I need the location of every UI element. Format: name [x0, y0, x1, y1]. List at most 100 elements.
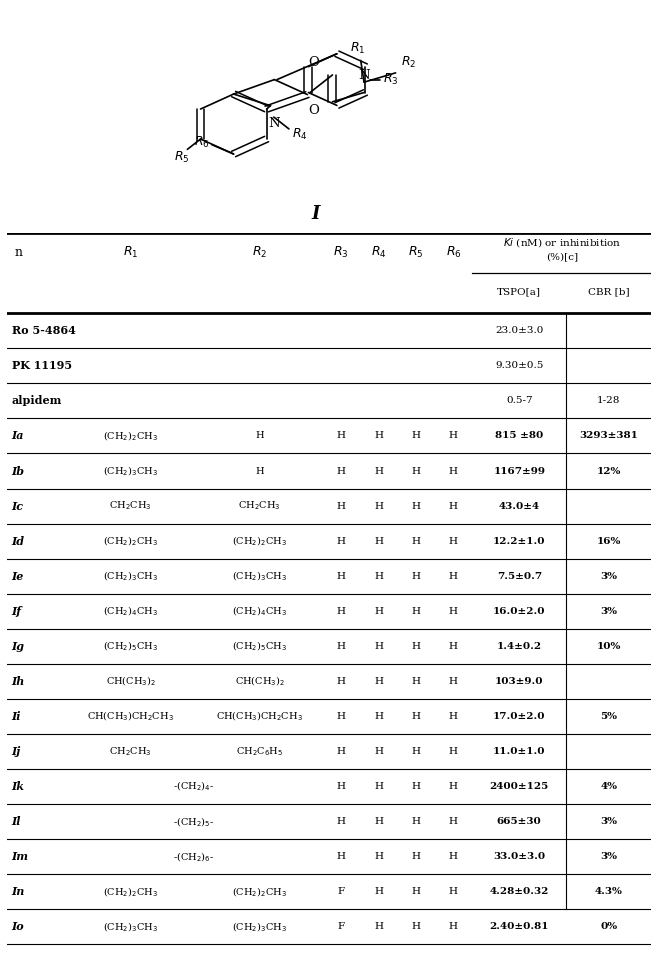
- Text: H: H: [255, 466, 264, 476]
- Text: O: O: [309, 56, 319, 69]
- Text: H: H: [374, 782, 383, 791]
- Text: CH$_2$C$_6$H$_5$: CH$_2$C$_6$H$_5$: [236, 745, 284, 758]
- Text: 1-28: 1-28: [597, 396, 620, 405]
- Text: H: H: [337, 502, 345, 511]
- Text: -(CH$_2$)$_4$-: -(CH$_2$)$_4$-: [173, 780, 215, 794]
- Text: 9.30±0.5: 9.30±0.5: [495, 361, 544, 370]
- Text: H: H: [449, 677, 458, 686]
- Text: H: H: [374, 712, 383, 721]
- Text: Ij: Ij: [12, 746, 21, 757]
- Text: H: H: [374, 922, 383, 931]
- Text: H: H: [449, 537, 458, 546]
- Text: H: H: [411, 922, 420, 931]
- Text: $Ki$ (nM) or inhinibition
(%)[c]: $Ki$ (nM) or inhinibition (%)[c]: [503, 236, 621, 261]
- Text: $R_4$: $R_4$: [371, 245, 386, 261]
- Text: 16.0±2.0: 16.0±2.0: [493, 607, 545, 616]
- Text: (CH$_2$)$_3$CH$_3$: (CH$_2$)$_3$CH$_3$: [232, 570, 287, 583]
- Text: 43.0±4: 43.0±4: [499, 502, 540, 511]
- Text: Ia: Ia: [12, 430, 24, 442]
- Text: Ic: Ic: [12, 501, 24, 512]
- Text: -(CH$_2$)$_6$-: -(CH$_2$)$_6$-: [173, 850, 215, 863]
- Text: CH$_2$CH$_3$: CH$_2$CH$_3$: [238, 500, 281, 513]
- Text: PK 11195: PK 11195: [12, 360, 72, 371]
- Text: Il: Il: [12, 816, 21, 828]
- Text: 12%: 12%: [597, 466, 621, 476]
- Text: H: H: [411, 782, 420, 791]
- Text: 17.0±2.0: 17.0±2.0: [493, 712, 545, 721]
- Text: (CH$_2$)$_3$CH$_3$: (CH$_2$)$_3$CH$_3$: [103, 921, 158, 934]
- Text: (CH$_2$)$_3$CH$_3$: (CH$_2$)$_3$CH$_3$: [232, 921, 287, 934]
- Text: 3%: 3%: [600, 817, 617, 827]
- Text: 23.0±3.0: 23.0±3.0: [495, 327, 544, 335]
- Text: H: H: [449, 572, 458, 580]
- Text: H: H: [374, 817, 383, 827]
- Text: CH$_2$CH$_3$: CH$_2$CH$_3$: [109, 745, 152, 758]
- Text: (CH$_2$)$_3$CH$_3$: (CH$_2$)$_3$CH$_3$: [103, 570, 158, 583]
- Text: (CH$_2$)$_5$CH$_3$: (CH$_2$)$_5$CH$_3$: [232, 640, 287, 653]
- Text: H: H: [449, 747, 458, 756]
- Text: Im: Im: [12, 852, 29, 862]
- Text: $R_6$: $R_6$: [193, 135, 209, 150]
- Text: F: F: [338, 888, 345, 896]
- Text: (CH$_2$)$_2$CH$_3$: (CH$_2$)$_2$CH$_3$: [232, 885, 287, 898]
- Text: $R_2$: $R_2$: [252, 245, 267, 261]
- Text: Ig: Ig: [12, 641, 25, 652]
- Text: H: H: [374, 537, 383, 546]
- Text: H: H: [374, 677, 383, 686]
- Text: (CH$_2$)$_2$CH$_3$: (CH$_2$)$_2$CH$_3$: [103, 885, 158, 898]
- Text: Ib: Ib: [12, 465, 25, 477]
- Text: H: H: [449, 607, 458, 616]
- Text: Io: Io: [12, 922, 24, 932]
- Text: CH$_2$CH$_3$: CH$_2$CH$_3$: [109, 500, 152, 513]
- Text: 16%: 16%: [597, 537, 621, 546]
- Text: H: H: [411, 677, 420, 686]
- Text: H: H: [449, 466, 458, 476]
- Text: TSPO[a]: TSPO[a]: [497, 288, 542, 297]
- Text: H: H: [337, 431, 345, 441]
- Text: 0.5-7: 0.5-7: [506, 396, 532, 405]
- Text: 815 ±80: 815 ±80: [495, 431, 544, 441]
- Text: H: H: [449, 888, 458, 896]
- Text: alpidem: alpidem: [12, 395, 62, 406]
- Text: H: H: [449, 641, 458, 651]
- Text: 0%: 0%: [600, 922, 617, 931]
- Text: If: If: [12, 606, 22, 617]
- Text: Id: Id: [12, 536, 25, 547]
- Text: H: H: [449, 817, 458, 827]
- Text: (CH$_2$)$_5$CH$_3$: (CH$_2$)$_5$CH$_3$: [103, 640, 158, 653]
- Text: (CH$_2$)$_2$CH$_3$: (CH$_2$)$_2$CH$_3$: [103, 429, 158, 443]
- Text: $R_4$: $R_4$: [291, 127, 307, 142]
- Text: H: H: [449, 502, 458, 511]
- Text: H: H: [337, 677, 345, 686]
- Text: N: N: [358, 69, 370, 82]
- Text: 12.2±1.0: 12.2±1.0: [493, 537, 545, 546]
- Text: CH(CH$_3$)CH$_2$CH$_3$: CH(CH$_3$)CH$_2$CH$_3$: [88, 709, 174, 723]
- Text: H: H: [449, 782, 458, 791]
- Text: (CH$_2$)$_4$CH$_3$: (CH$_2$)$_4$CH$_3$: [232, 605, 287, 618]
- Text: 3%: 3%: [600, 853, 617, 861]
- Text: Ro 5-4864: Ro 5-4864: [12, 326, 76, 336]
- Text: H: H: [411, 712, 420, 721]
- Text: H: H: [374, 853, 383, 861]
- Text: H: H: [337, 712, 345, 721]
- Text: H: H: [337, 853, 345, 861]
- Text: H: H: [411, 466, 420, 476]
- Text: (CH$_2$)$_2$CH$_3$: (CH$_2$)$_2$CH$_3$: [232, 534, 287, 547]
- Text: 665±30: 665±30: [497, 817, 542, 827]
- Text: (CH$_2$)$_4$CH$_3$: (CH$_2$)$_4$CH$_3$: [103, 605, 158, 618]
- Text: 4.3%: 4.3%: [595, 888, 623, 896]
- Text: (CH$_2$)$_3$CH$_3$: (CH$_2$)$_3$CH$_3$: [103, 464, 158, 478]
- Text: 4%: 4%: [600, 782, 617, 791]
- Text: N: N: [268, 117, 280, 130]
- Text: H: H: [337, 537, 345, 546]
- Text: H: H: [411, 607, 420, 616]
- Text: 103±9.0: 103±9.0: [495, 677, 544, 686]
- Text: $R_5$: $R_5$: [174, 150, 190, 166]
- Text: H: H: [411, 537, 420, 546]
- Text: H: H: [411, 502, 420, 511]
- Text: H: H: [337, 572, 345, 580]
- Text: H: H: [411, 747, 420, 756]
- Text: H: H: [411, 572, 420, 580]
- Text: H: H: [374, 641, 383, 651]
- Text: H: H: [449, 712, 458, 721]
